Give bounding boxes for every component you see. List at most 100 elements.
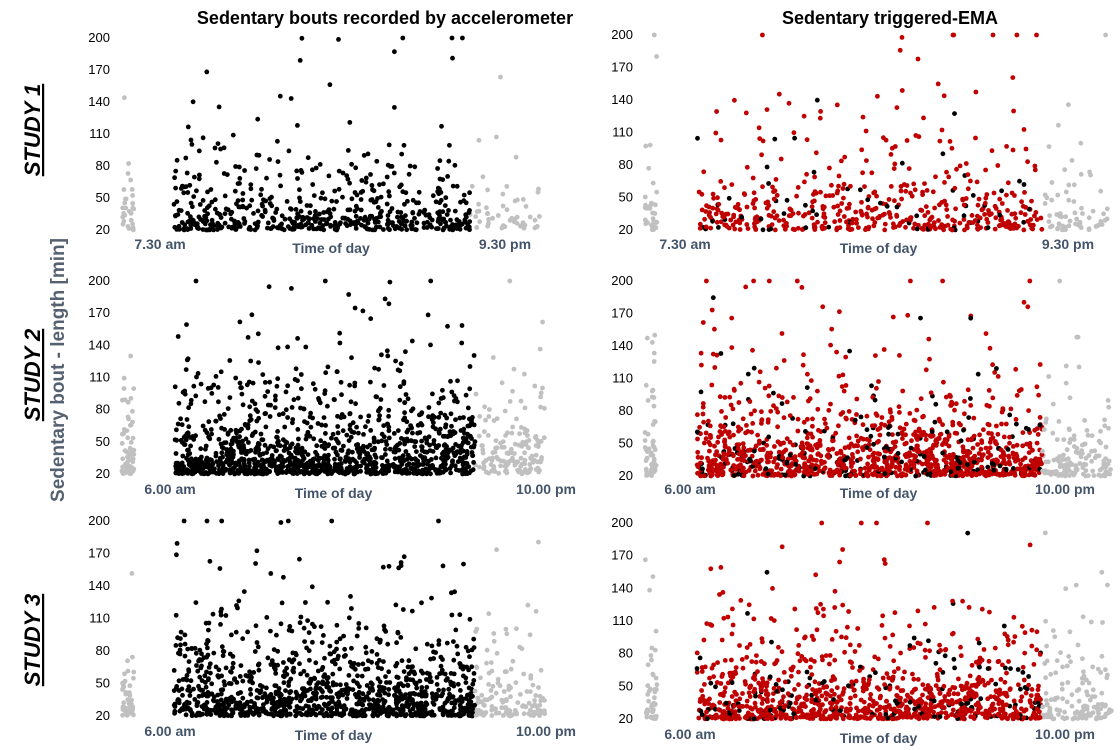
y-tick-label: 170 [88, 305, 110, 320]
data-point [458, 199, 463, 205]
data-point [430, 391, 435, 397]
data-point [753, 226, 759, 232]
data-point [839, 384, 845, 389]
data-point [751, 365, 757, 371]
data-point [913, 133, 919, 138]
data-point [784, 399, 790, 405]
data-point [1073, 221, 1078, 227]
data-point [395, 214, 400, 220]
data-point [417, 209, 423, 214]
data-point [781, 415, 787, 421]
data-point [707, 423, 713, 429]
window-start-label: 6.00 am [664, 481, 715, 497]
data-point [305, 452, 311, 457]
data-point [196, 226, 202, 232]
data-point [818, 189, 823, 195]
data-point [740, 465, 746, 471]
data-point [1012, 221, 1018, 227]
data-point [220, 454, 225, 460]
data-point [1098, 440, 1103, 446]
data-point [448, 217, 453, 223]
data-point [321, 444, 327, 450]
data-point [1066, 102, 1071, 108]
data-point [964, 467, 970, 473]
data-point [183, 155, 189, 161]
data-point [331, 206, 337, 212]
data-point [219, 425, 225, 431]
data-point [398, 210, 404, 215]
data-point [714, 206, 720, 212]
data-point [796, 468, 802, 474]
data-point [979, 454, 985, 460]
data-point [933, 470, 939, 476]
data-point [780, 455, 785, 460]
data-point [233, 463, 239, 469]
data-point [337, 467, 343, 473]
data-point [1033, 210, 1039, 215]
data-point [925, 472, 931, 477]
data-point [231, 437, 236, 443]
data-point [223, 206, 229, 212]
data-point [202, 399, 208, 405]
data-point [814, 97, 820, 103]
data-point [392, 226, 398, 232]
data-point [908, 278, 913, 284]
data-point [306, 648, 312, 654]
data-point [781, 211, 787, 217]
data-point [1001, 434, 1007, 440]
data-point [205, 211, 211, 217]
data-point [911, 432, 916, 437]
data-point [904, 138, 910, 143]
data-point [1105, 398, 1111, 403]
data-point [872, 423, 878, 428]
data-point [511, 366, 517, 372]
data-point [818, 109, 823, 114]
data-point [369, 213, 375, 219]
data-point [956, 465, 962, 471]
data-point [986, 211, 992, 217]
data-point [240, 191, 246, 196]
data-point [257, 452, 263, 458]
data-point [196, 148, 202, 154]
data-point [255, 459, 261, 465]
data-point [428, 464, 434, 470]
data-point [752, 408, 757, 414]
data-point [721, 464, 726, 470]
data-point [650, 438, 656, 444]
data-point [444, 698, 450, 704]
data-point [820, 204, 826, 209]
data-point [347, 382, 352, 388]
x-axis-label: Time of day [295, 485, 373, 501]
data-point [386, 669, 392, 675]
data-point [773, 177, 779, 182]
data-point [854, 433, 859, 439]
data-point [1080, 471, 1086, 477]
data-point [514, 221, 520, 226]
data-point [130, 201, 136, 206]
data-point [888, 456, 894, 461]
data-point [1084, 428, 1090, 433]
data-point [711, 459, 717, 465]
data-point [537, 693, 543, 699]
data-point [349, 355, 354, 361]
data-point [220, 648, 226, 654]
data-point [440, 395, 446, 401]
data-point [186, 424, 192, 430]
data-point [313, 471, 318, 477]
data-point [490, 215, 495, 221]
data-point [1091, 473, 1097, 478]
data-point [984, 402, 990, 408]
data-point [187, 693, 193, 698]
data-point [337, 666, 343, 672]
data-point [279, 213, 285, 219]
data-point [736, 400, 742, 405]
data-point [440, 563, 446, 569]
data-point [894, 204, 900, 210]
data-point [442, 203, 448, 209]
data-point [125, 459, 130, 465]
data-point [891, 166, 897, 172]
data-point [495, 676, 501, 682]
data-point [778, 156, 784, 162]
data-point [1077, 221, 1083, 227]
